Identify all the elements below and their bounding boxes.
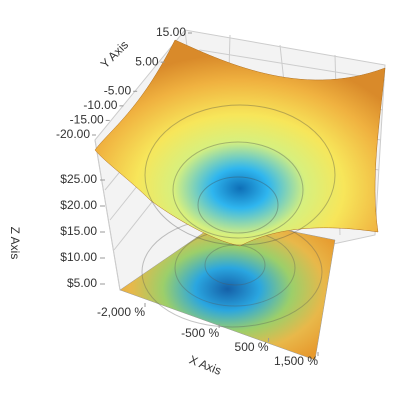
- x-tick-label: 500 %: [235, 340, 269, 354]
- y-tick-label: 15.00: [156, 25, 186, 39]
- surface-contours: [144, 104, 336, 246]
- y-tick-label: -20.00: [56, 127, 90, 141]
- z-tick-label: $20.00: [60, 198, 97, 212]
- x-tick-label: -2,000 %: [97, 305, 145, 319]
- z-tick-label: $5.00: [67, 276, 97, 290]
- z-tick-label: $10.00: [60, 250, 97, 264]
- y-tick-label: 5.00: [135, 54, 159, 68]
- z-axis-title: Z Axis: [8, 227, 22, 260]
- floor: [119, 217, 336, 361]
- x-axis-title: X Axis: [187, 352, 223, 377]
- y-tick-label: -15.00: [70, 113, 104, 127]
- y-tick-label: -10.00: [83, 98, 117, 112]
- y-tick-label: -5.00: [104, 83, 132, 97]
- y-axis-title: Y Axis: [98, 38, 131, 71]
- surface: [94, 39, 386, 247]
- z-tick-label: $25.00: [60, 172, 97, 186]
- x-tick-label: -500 %: [181, 326, 219, 340]
- z-tick-label: $15.00: [60, 224, 97, 238]
- x-tick-label: 1,500 %: [274, 354, 318, 368]
